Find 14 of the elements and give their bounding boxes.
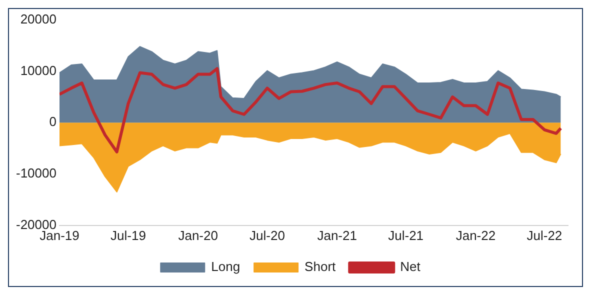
x-tick-label: Jul-21 xyxy=(388,228,424,243)
x-tick-label: Jan-20 xyxy=(178,228,218,243)
x-tick-label: Jan-21 xyxy=(317,228,357,243)
legend-label: Short xyxy=(304,259,336,274)
x-tick-label: Jul-22 xyxy=(526,228,562,243)
y-tick-label: -10000 xyxy=(16,166,56,181)
legend-label: Net xyxy=(400,259,421,274)
y-tick-label: 20000 xyxy=(20,11,56,26)
x-tick-label: Jan-22 xyxy=(456,228,496,243)
y-tick-label: 10000 xyxy=(20,62,56,78)
x-tick-label: Jul-19 xyxy=(110,228,146,243)
x-tick-label: Jul-20 xyxy=(250,228,285,243)
y-tick-label: 0 xyxy=(49,114,56,130)
legend-label: Long xyxy=(211,259,240,274)
